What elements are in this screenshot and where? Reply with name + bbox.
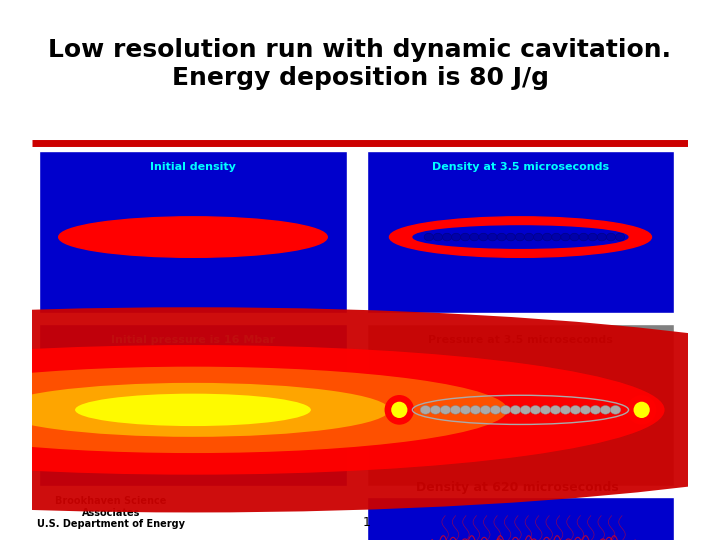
Text: 1: 1: [363, 516, 371, 529]
Circle shape: [479, 233, 488, 241]
Circle shape: [460, 406, 471, 414]
Circle shape: [550, 406, 561, 414]
Circle shape: [490, 406, 500, 414]
Ellipse shape: [413, 226, 628, 248]
Circle shape: [606, 233, 616, 241]
Circle shape: [588, 233, 598, 241]
Ellipse shape: [627, 395, 657, 424]
FancyBboxPatch shape: [39, 151, 347, 313]
FancyBboxPatch shape: [366, 324, 675, 486]
Ellipse shape: [391, 402, 408, 418]
Circle shape: [497, 233, 506, 241]
Circle shape: [561, 233, 570, 241]
Ellipse shape: [0, 383, 390, 437]
Circle shape: [480, 406, 491, 414]
Ellipse shape: [384, 395, 414, 424]
Ellipse shape: [634, 402, 649, 418]
Circle shape: [461, 233, 469, 241]
Circle shape: [433, 233, 443, 241]
Text: Initial density: Initial density: [150, 162, 236, 172]
Circle shape: [560, 406, 571, 414]
Circle shape: [570, 233, 579, 241]
Ellipse shape: [75, 394, 311, 426]
Circle shape: [420, 406, 431, 414]
Circle shape: [470, 406, 481, 414]
Circle shape: [431, 406, 441, 414]
Circle shape: [424, 233, 433, 241]
Circle shape: [540, 406, 551, 414]
Circle shape: [524, 233, 534, 241]
Circle shape: [543, 233, 552, 241]
Circle shape: [552, 233, 561, 241]
Text: Initial pressure is 16 Mbar: Initial pressure is 16 Mbar: [111, 335, 275, 345]
Circle shape: [590, 406, 600, 414]
Circle shape: [616, 233, 625, 241]
Circle shape: [534, 233, 543, 241]
Circle shape: [451, 233, 461, 241]
Ellipse shape: [390, 217, 652, 258]
Circle shape: [600, 406, 611, 414]
FancyBboxPatch shape: [366, 151, 675, 313]
Ellipse shape: [0, 345, 665, 475]
Circle shape: [521, 406, 531, 414]
Circle shape: [488, 233, 497, 241]
Circle shape: [440, 406, 451, 414]
Circle shape: [579, 233, 588, 241]
FancyBboxPatch shape: [39, 324, 347, 486]
Ellipse shape: [59, 217, 328, 258]
Circle shape: [580, 406, 590, 414]
Circle shape: [597, 233, 606, 241]
Circle shape: [506, 233, 516, 241]
Text: Pressure at 3.5 microseconds: Pressure at 3.5 microseconds: [428, 335, 613, 345]
Circle shape: [450, 406, 461, 414]
Ellipse shape: [0, 367, 508, 453]
Circle shape: [570, 406, 581, 414]
Circle shape: [469, 233, 479, 241]
Text: Density at 3.5 microseconds: Density at 3.5 microseconds: [432, 162, 609, 172]
FancyBboxPatch shape: [366, 497, 675, 540]
Circle shape: [442, 233, 451, 241]
Text: Low resolution run with dynamic cavitation.
Energy deposition is 80 J/g: Low resolution run with dynamic cavitati…: [48, 38, 672, 90]
Text: Brookhaven Science
Associates
U.S. Department of Energy: Brookhaven Science Associates U.S. Depar…: [37, 496, 185, 529]
Circle shape: [510, 406, 521, 414]
Circle shape: [500, 406, 510, 414]
Circle shape: [516, 233, 524, 241]
Text: Density at 620 microseconds: Density at 620 microseconds: [416, 481, 618, 494]
Circle shape: [611, 406, 621, 414]
Ellipse shape: [0, 307, 720, 512]
Circle shape: [530, 406, 541, 414]
